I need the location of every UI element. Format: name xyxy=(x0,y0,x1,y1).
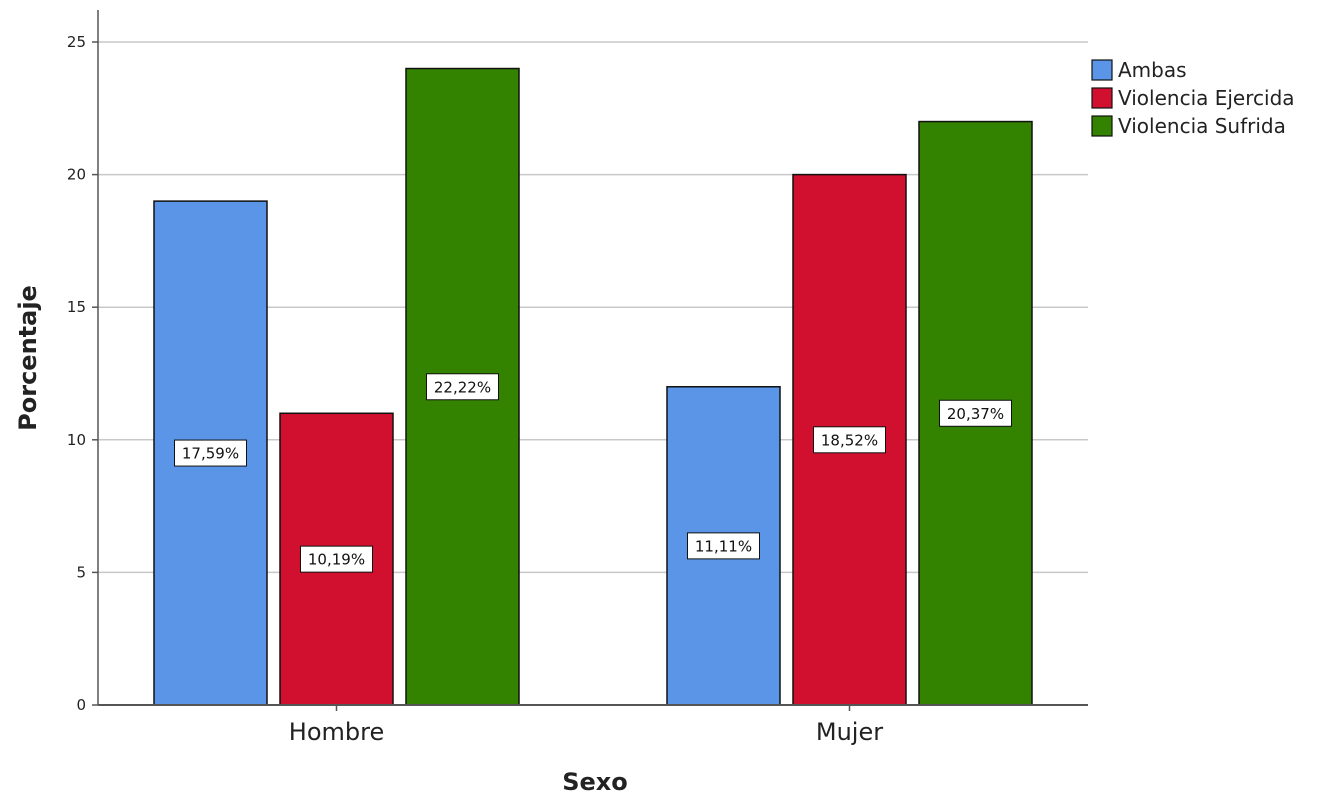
y-tick-label: 15 xyxy=(67,298,86,316)
data-label: 10,19% xyxy=(308,551,365,569)
data-label-box xyxy=(174,439,247,467)
legend-swatch xyxy=(1091,87,1113,109)
axes: 0 5 10 15 20 25 Hombre Mujer xyxy=(67,10,1088,746)
y-tick-label: 10 xyxy=(67,431,86,449)
legend-entry: Violencia Sufrida xyxy=(1118,114,1286,138)
data-label: 22,22% xyxy=(434,378,491,396)
x-category-label: Mujer xyxy=(816,718,883,746)
y-tick-label: 0 xyxy=(76,696,86,714)
legend-entry: Ambas xyxy=(1118,58,1187,82)
data-label-box xyxy=(687,532,760,560)
data-label: 18,52% xyxy=(821,431,878,449)
legend-entry: Violencia Ejercida xyxy=(1118,86,1295,110)
y-tick-label: 25 xyxy=(67,33,86,51)
data-label-box xyxy=(813,426,886,454)
data-label-box xyxy=(939,399,1012,427)
y-axis-title: Porcentaje xyxy=(14,285,42,431)
legend-swatch xyxy=(1091,115,1113,137)
data-label: 17,59% xyxy=(182,445,239,463)
x-category-label: Hombre xyxy=(289,718,384,746)
data-label: 20,37% xyxy=(947,405,1004,423)
y-tick-label: 5 xyxy=(76,563,86,581)
y-tick-label: 20 xyxy=(67,166,86,184)
data-label-box xyxy=(426,373,499,401)
x-axis-title: Sexo xyxy=(562,768,628,796)
data-labels: 17,59% 10,19% 22,22% 11,11% 18,52% 20,37% xyxy=(174,373,1012,573)
data-label: 11,11% xyxy=(695,537,752,555)
legend: Ambas Violencia Ejercida Violencia Sufrida xyxy=(1091,58,1295,138)
data-label-box xyxy=(300,545,373,573)
legend-swatch xyxy=(1091,59,1113,81)
bars xyxy=(153,67,1033,706)
